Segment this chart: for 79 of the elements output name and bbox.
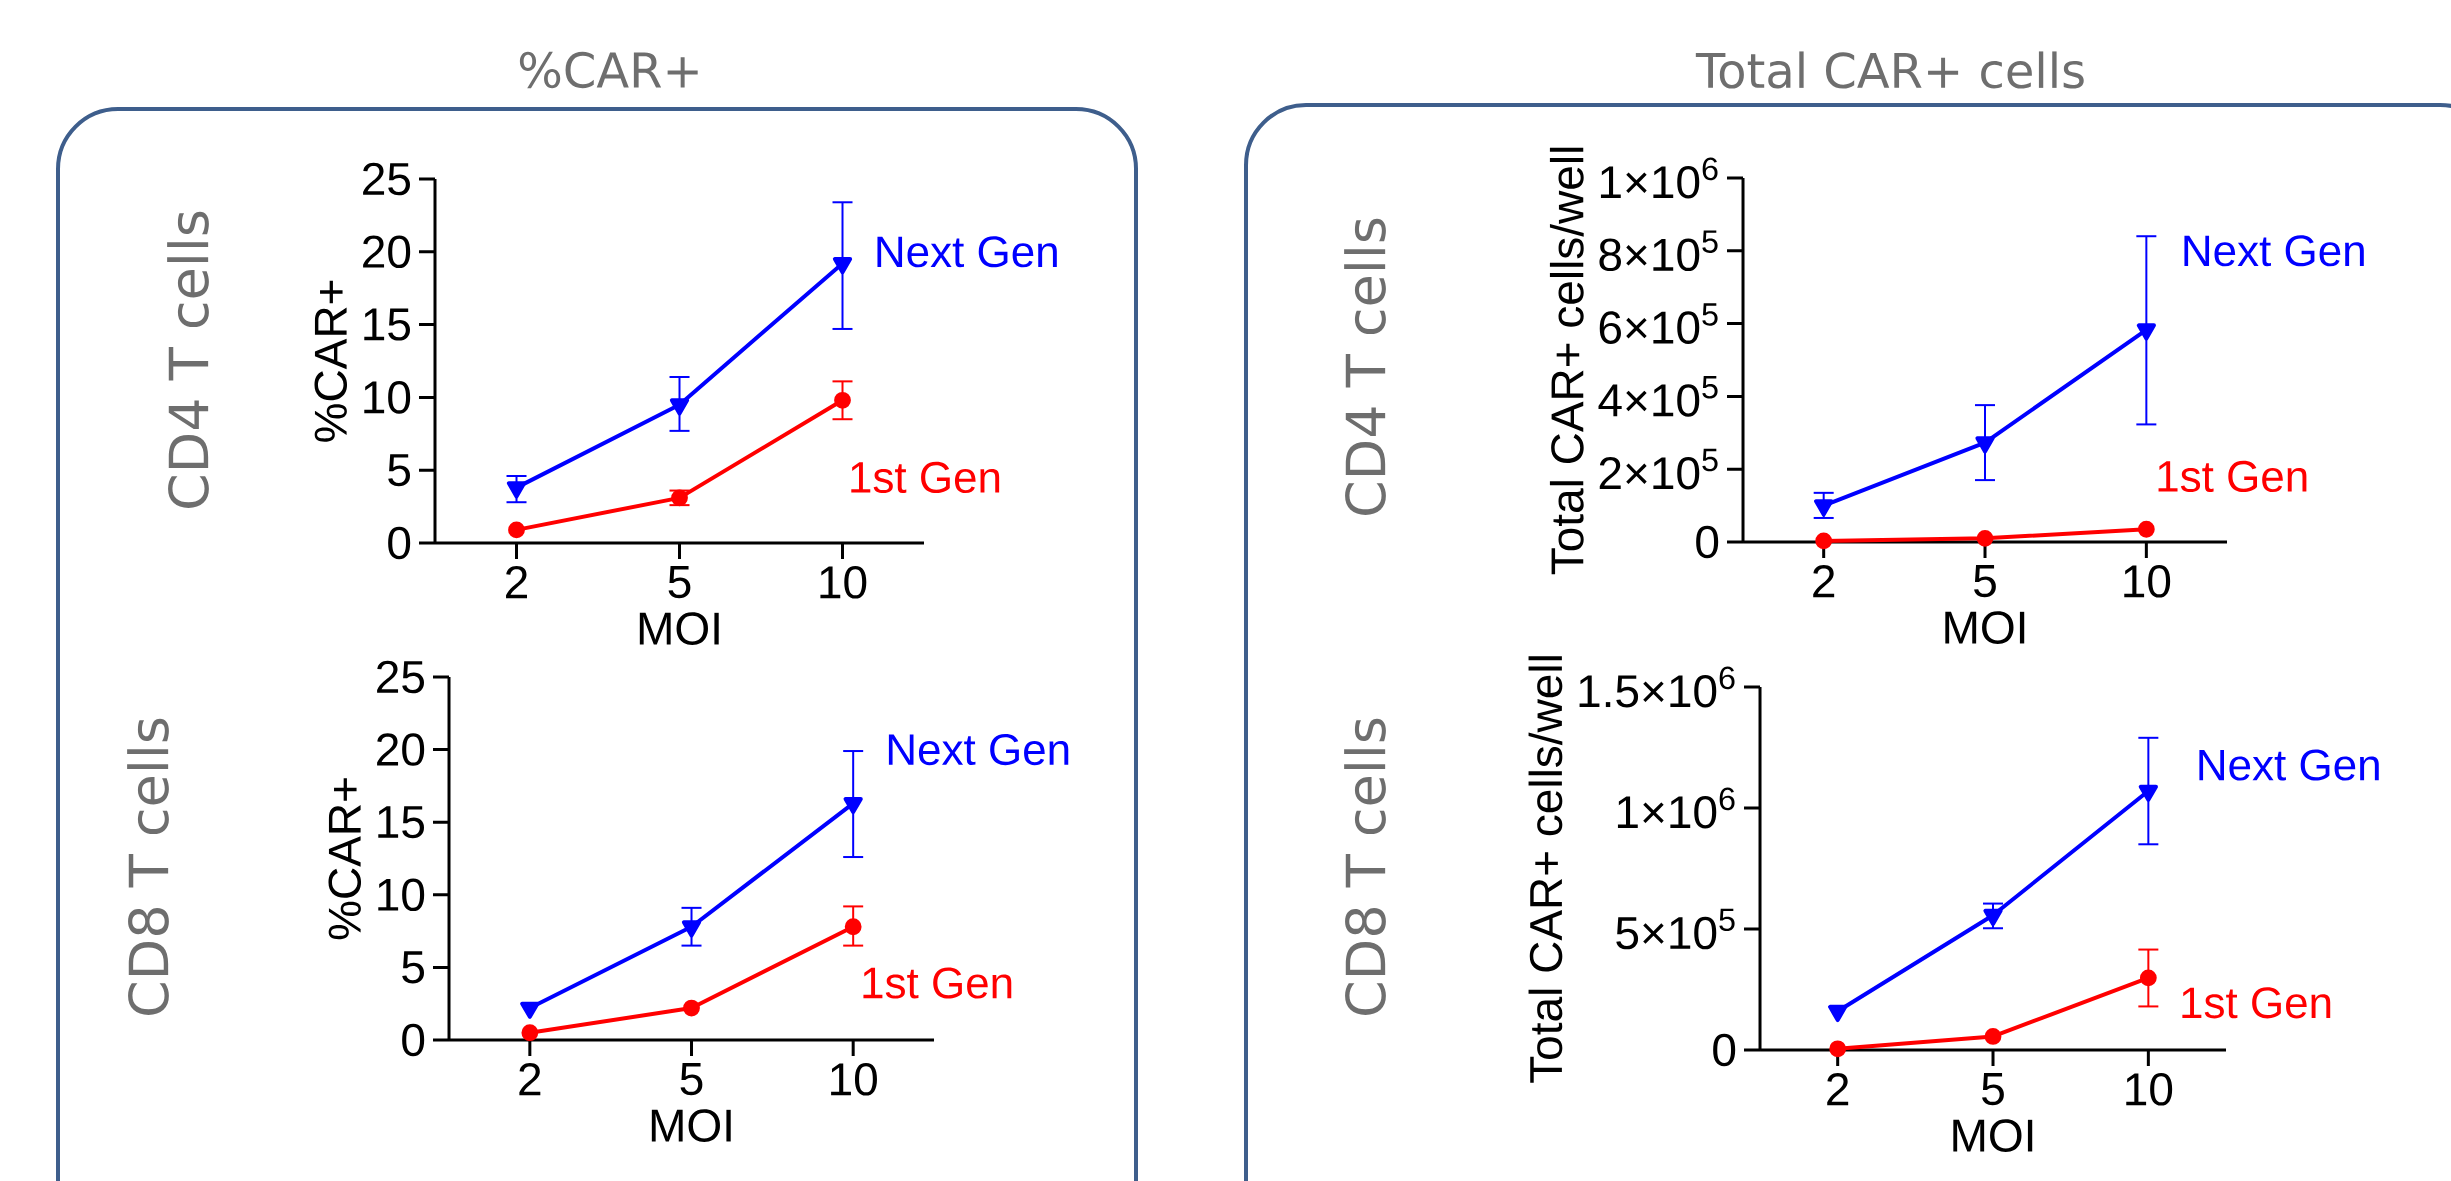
series-label: Next Gen xyxy=(877,236,1057,268)
point xyxy=(681,920,702,938)
y-tick-label: 0 xyxy=(388,526,411,560)
point xyxy=(506,481,527,499)
x-axis-title: MOI xyxy=(1953,1119,2033,1152)
chart-title: Total CAR+ cells xyxy=(1695,51,2084,89)
point xyxy=(1815,532,1833,550)
text: CD4 T cells xyxy=(167,211,209,508)
y-tick-label: 15 xyxy=(378,806,424,839)
y-tick-label: 10 xyxy=(364,381,411,414)
series-label: 1st Gen xyxy=(2158,460,2307,493)
series-label: 1st Gen xyxy=(2182,987,2331,1019)
text: CD8 T cells xyxy=(127,718,169,1015)
x-tick-label: 5 xyxy=(668,566,691,599)
x-tick-label: 2 xyxy=(1813,565,1835,598)
text: CD4 T cells xyxy=(1344,218,1386,515)
y-tick-label: 10 xyxy=(378,878,425,912)
y-tick-label: 5×10$^{5}$ xyxy=(1616,908,1735,950)
point xyxy=(832,257,853,275)
point xyxy=(834,391,851,409)
point xyxy=(1814,499,1834,517)
x-tick-label: 10 xyxy=(2124,565,2171,598)
x-axis-title: MOI xyxy=(639,612,719,645)
y-tick-label: 0 xyxy=(402,1023,425,1057)
point xyxy=(1975,436,1995,454)
chart-title: %CAR+ xyxy=(519,51,698,89)
y-tick-label: 6×10$^{5}$ xyxy=(1599,303,1718,344)
point xyxy=(1829,1040,1847,1058)
x-tick-label: 2 xyxy=(506,566,527,599)
y-tick-label: 20 xyxy=(363,235,411,269)
point xyxy=(1828,1004,1848,1023)
y-tick-label: 25 xyxy=(363,162,410,196)
y-tick-label: 5 xyxy=(402,951,425,984)
y-axis-title: %CAR+ xyxy=(314,280,348,442)
y-axis-title: Total CAR+ cells/well xyxy=(1528,656,1563,1083)
y-axis-title: Total CAR+ cells/well xyxy=(1549,147,1584,575)
y-tick-label: 15 xyxy=(364,308,410,341)
y-tick-label: 2×10$^{5}$ xyxy=(1599,448,1718,490)
y-tick-label: 5 xyxy=(388,454,411,487)
x-tick-label: 5 xyxy=(1982,1073,2004,1106)
y-axis-title: %CAR+ xyxy=(328,778,362,940)
y-tick-label: 0 xyxy=(1696,525,1719,559)
x-axis-title: MOI xyxy=(651,1109,731,1142)
y-tick-label: 8×10$^{5}$ xyxy=(1599,230,1718,272)
series-label: Next Gen xyxy=(888,733,1069,766)
y-tick-label: 0 xyxy=(1713,1033,1736,1067)
x-tick-label: 5 xyxy=(1974,565,1996,598)
series-label: 1st Gen xyxy=(851,461,1000,494)
y-tick-label: 1×10$^{6}$ xyxy=(1617,787,1735,829)
point xyxy=(2136,323,2156,341)
series-label: 1st Gen xyxy=(863,967,1012,999)
point xyxy=(521,1024,539,1042)
text: CD8 T cells xyxy=(1344,718,1386,1015)
point xyxy=(2138,784,2158,802)
x-axis-title: MOI xyxy=(1945,611,2025,644)
x-tick-label: 10 xyxy=(820,566,867,599)
series-label: Next Gen xyxy=(2184,235,2364,267)
point xyxy=(1983,908,2003,926)
point xyxy=(2139,969,2157,987)
point xyxy=(683,999,700,1017)
y-tick-label: 25 xyxy=(377,660,424,694)
series-label: Next Gen xyxy=(2199,749,2379,781)
y-tick-label: 1.5×10$^{6}$ xyxy=(1579,666,1735,708)
y-tick-label: 4×10$^{5}$ xyxy=(1598,376,1718,417)
point xyxy=(2137,520,2155,538)
point xyxy=(669,398,690,416)
point xyxy=(520,1001,540,1019)
x-tick-label: 10 xyxy=(2126,1073,2173,1106)
point xyxy=(843,796,863,815)
y-tick-label: 20 xyxy=(377,733,425,766)
x-tick-label: 5 xyxy=(680,1063,703,1096)
point xyxy=(1984,1028,2002,1045)
x-tick-label: 2 xyxy=(1827,1073,1849,1106)
x-tick-label: 10 xyxy=(831,1063,877,1096)
y-tick-label: 1×10$^{6}$ xyxy=(1600,157,1718,199)
point xyxy=(844,918,862,936)
point xyxy=(508,521,525,539)
point xyxy=(1976,529,1994,547)
x-tick-label: 2 xyxy=(519,1063,541,1096)
